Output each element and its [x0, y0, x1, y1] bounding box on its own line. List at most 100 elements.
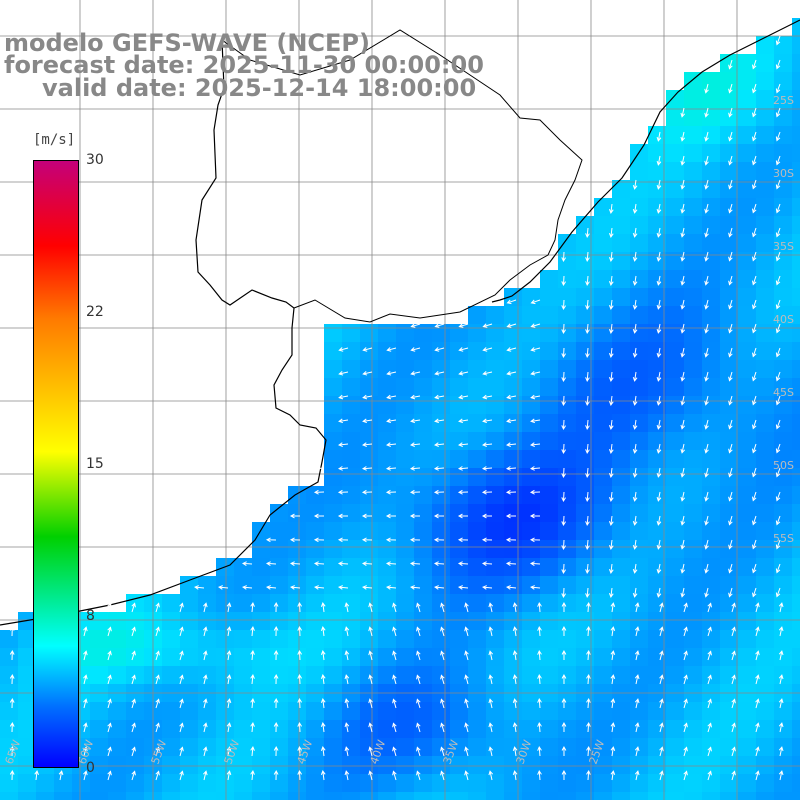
wind-speed-cell	[486, 540, 504, 558]
wind-speed-cell	[540, 576, 558, 594]
wind-speed-cell	[360, 720, 378, 738]
wind-speed-cell	[666, 558, 684, 576]
wind-arrow	[313, 466, 325, 471]
wind-speed-cell	[756, 540, 774, 558]
wind-speed-cell	[378, 540, 396, 558]
wind-speed-cell	[774, 612, 792, 630]
wind-speed-cell	[792, 486, 800, 504]
wind-speed-cell	[666, 486, 684, 504]
wind-speed-cell	[522, 540, 540, 558]
wind-arrow	[608, 203, 614, 214]
wind-speed-cell	[414, 378, 432, 396]
wind-speed-cell	[594, 216, 612, 234]
wind-arrow	[131, 602, 136, 613]
wind-arrow	[561, 347, 567, 359]
wind-arrow	[704, 491, 709, 502]
wind-speed-cell	[594, 306, 612, 324]
wind-arrow	[561, 649, 567, 661]
wind-arrow	[775, 371, 781, 382]
wind-speed-cell	[702, 288, 720, 306]
wind-speed-cell	[378, 378, 396, 396]
wind-speed-cell	[504, 486, 522, 504]
wind-arrow	[707, 746, 712, 757]
wind-speed-cell	[648, 432, 666, 450]
wind-speed-cell	[576, 792, 594, 800]
wind-speed-cell	[774, 234, 792, 252]
wind-speed-cell	[216, 756, 234, 774]
wind-arrow	[440, 602, 445, 613]
wind-speed-cell	[648, 252, 666, 270]
wind-arrow	[561, 601, 567, 613]
wind-arrow	[632, 395, 638, 406]
wind-arrow	[728, 347, 733, 358]
wind-arrow	[755, 650, 760, 661]
wind-arrow	[250, 770, 255, 781]
wind-speed-cell	[396, 396, 414, 414]
wind-arrow	[273, 769, 279, 781]
wind-speed-cell	[558, 306, 576, 324]
wind-speed-cell	[90, 702, 108, 720]
wind-speed-cell	[684, 540, 702, 558]
wind-speed-cell	[666, 450, 684, 468]
wind-speed-cell	[612, 702, 630, 720]
wind-arrow	[273, 673, 279, 685]
wind-arrow	[586, 673, 591, 685]
wind-speed-cell	[720, 558, 738, 576]
wind-arrow	[83, 746, 88, 757]
wind-speed-cell	[738, 504, 756, 522]
colorbar-label-0: 0	[86, 760, 95, 776]
wind-arrow	[410, 323, 421, 328]
wind-speed-cell	[720, 378, 738, 396]
wind-speed-cell	[684, 612, 702, 630]
wind-speed-cell	[306, 486, 324, 504]
wind-speed-cell	[468, 558, 486, 576]
wind-arrow	[297, 697, 303, 709]
wind-speed-cell	[738, 396, 756, 414]
wind-arrow	[386, 394, 397, 400]
wind-speed-cell	[270, 612, 288, 630]
wind-speed-cell	[396, 486, 414, 504]
wind-arrow	[610, 602, 616, 613]
wind-speed-cell	[486, 468, 504, 486]
wind-arrow	[131, 650, 136, 661]
wind-speed-cell	[468, 468, 486, 486]
wind-speed-cell	[234, 594, 252, 612]
wind-speed-cell	[414, 666, 432, 684]
wind-speed-cell	[540, 288, 558, 306]
wind-speed-cell	[720, 792, 738, 800]
wind-speed-cell	[468, 720, 486, 738]
wind-speed-cell	[504, 306, 522, 324]
wind-speed-cell	[468, 630, 486, 648]
wind-arrow	[683, 674, 688, 685]
wind-arrow	[751, 491, 757, 502]
wind-arrow	[656, 323, 662, 334]
wind-speed-cell	[270, 576, 288, 594]
wind-arrow	[634, 674, 640, 685]
wind-speed-cell	[342, 702, 360, 720]
wind-speed-cell	[666, 504, 684, 522]
wind-arrow	[656, 371, 662, 382]
wind-arrow	[338, 442, 349, 447]
wind-arrow	[728, 467, 733, 478]
wind-speed-cell	[630, 558, 648, 576]
wind-speed-cell	[720, 396, 738, 414]
wind-arrow	[241, 561, 253, 566]
wind-speed-cell	[702, 180, 720, 198]
wind-speed-cell	[648, 648, 666, 666]
wind-speed-cell	[612, 288, 630, 306]
wind-speed-cell	[792, 234, 800, 252]
wind-speed-cell	[774, 504, 792, 522]
wind-speed-cell	[558, 756, 576, 774]
wind-speed-cell	[612, 504, 630, 522]
wind-speed-cell	[720, 522, 738, 540]
wind-speed-cell	[432, 522, 450, 540]
wind-speed-cell	[684, 504, 702, 522]
wind-speed-cell	[360, 486, 378, 504]
wind-speed-cell	[720, 342, 738, 360]
wind-speed-cell	[630, 378, 648, 396]
colorbar-label-22: 22	[86, 304, 104, 320]
wind-speed-cell	[126, 756, 144, 774]
wind-arrow	[680, 539, 686, 550]
wind-speed-cell	[18, 630, 36, 648]
